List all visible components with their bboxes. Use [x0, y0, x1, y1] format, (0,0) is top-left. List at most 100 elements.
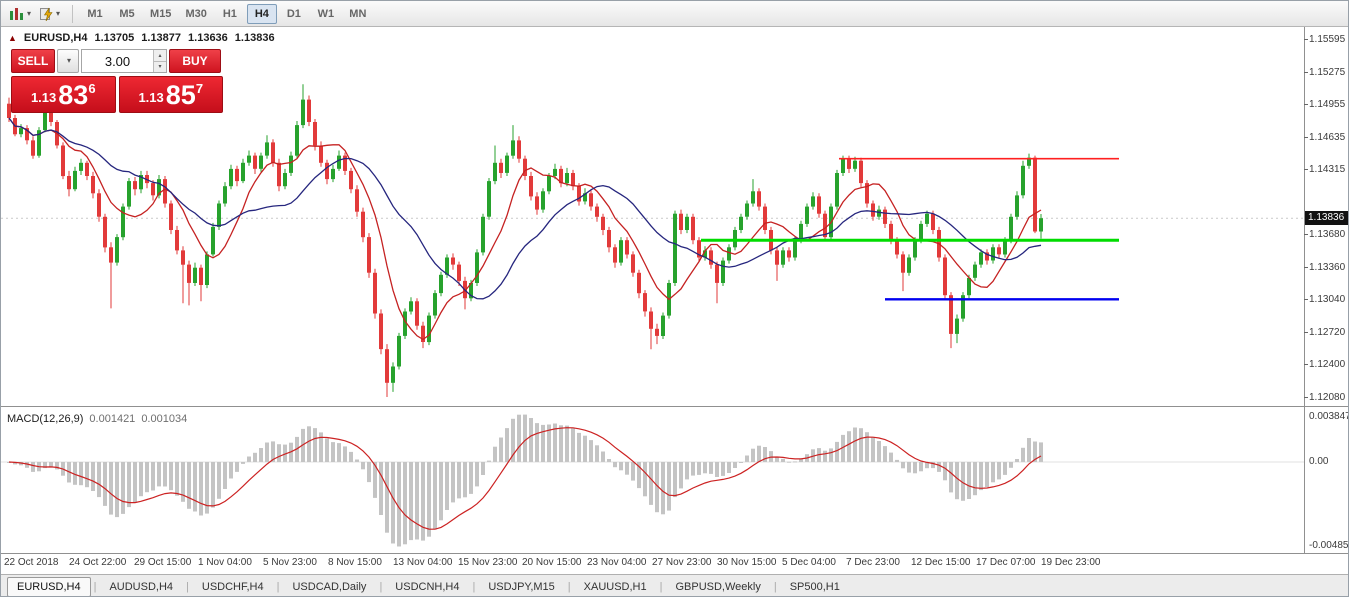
buy-price-pipette: 7: [196, 81, 203, 96]
macd-dates-divider: [1, 553, 1349, 554]
timeframe-button-m5[interactable]: M5: [112, 4, 142, 24]
date-label: 17 Dec 07:00: [976, 557, 1036, 568]
date-label: 27 Nov 23:00: [652, 557, 712, 568]
date-label: 5 Dec 04:00: [782, 557, 836, 568]
price-scale-label: 1.14635: [1309, 132, 1345, 143]
tab-separator: |: [568, 581, 571, 593]
chart-tab-bar: EURUSD,H4|AUDUSD,H4|USDCHF,H4|USDCAD,Dai…: [1, 574, 1349, 597]
timeframe-button-h1[interactable]: H1: [215, 4, 245, 24]
macd-histogram: [7, 415, 1043, 547]
caret-down-icon: ▾: [27, 10, 31, 18]
date-label: 30 Nov 15:00: [717, 557, 777, 568]
timeframe-button-w1[interactable]: W1: [311, 4, 341, 24]
scale-tick: [1304, 364, 1308, 365]
tab-gbpusd-weekly[interactable]: GBPUSD,Weekly: [665, 577, 770, 597]
tab-sp500-h1[interactable]: SP500,H1: [780, 577, 850, 597]
tab-eurusd-h4[interactable]: EURUSD,H4: [7, 577, 91, 597]
price-scale-label: 1.15595: [1309, 34, 1345, 45]
templates-button[interactable]: ▾: [37, 4, 63, 24]
mt4-window: ▾ ▾ M1M5M15M30H1H4D1W1MN ▲ EURUSD,H4 1.1…: [0, 0, 1349, 597]
caret-down-icon: ▾: [67, 57, 71, 65]
sell-price-display[interactable]: 1.13 83 6: [11, 76, 116, 113]
macd-scale-max: 0.003847: [1309, 411, 1349, 422]
scale-tick: [1304, 234, 1308, 235]
price-macd-divider[interactable]: [1, 406, 1349, 407]
moving-averages-layer: [9, 118, 1041, 339]
macd-name: MACD(12,26,9): [7, 413, 83, 425]
tab-usdchf-h4[interactable]: USDCHF,H4: [192, 577, 274, 597]
buy-price-display[interactable]: 1.13 85 7: [119, 76, 224, 113]
tab-xauusd-h1[interactable]: XAUUSD,H1: [574, 577, 657, 597]
chart-bars-icon: [9, 7, 25, 21]
timeframe-button-h4[interactable]: H4: [247, 4, 277, 24]
sell-price-prefix: 1.13: [31, 90, 56, 105]
date-label: 7 Dec 23:00: [846, 557, 900, 568]
scale-tick: [1304, 72, 1308, 73]
ma-slow-line: [9, 118, 1041, 299]
order-type-dropdown[interactable]: ▾: [57, 49, 79, 73]
info-close: 1.13836: [235, 32, 275, 44]
sell-button[interactable]: SELL: [11, 49, 55, 73]
scale-tick: [1304, 299, 1308, 300]
price-scale-label: 1.13040: [1309, 294, 1345, 305]
tab-separator: |: [774, 581, 777, 593]
chart-area: ▲ EURUSD,H4 1.13705 1.13877 1.13636 1.13…: [1, 27, 1349, 574]
tab-usdjpy-m15[interactable]: USDJPY,M15: [478, 577, 564, 597]
chart-type-button[interactable]: ▾: [6, 4, 34, 24]
tab-usdcad-daily[interactable]: USDCAD,Daily: [282, 577, 376, 597]
caret-down-icon: ▾: [56, 10, 60, 18]
volume-field: ▴ ▾: [81, 49, 167, 73]
info-symbol: EURUSD,H4: [24, 32, 88, 44]
price-scale-label: 1.14955: [1309, 99, 1345, 110]
macd-indicator-svg[interactable]: [1, 408, 1304, 553]
volume-spinner: ▴ ▾: [153, 50, 166, 72]
lightning-icon: [40, 7, 54, 21]
tab-audusd-h4[interactable]: AUDUSD,H4: [99, 577, 183, 597]
buy-price-prefix: 1.13: [138, 90, 163, 105]
tab-separator: |: [660, 581, 663, 593]
info-high: 1.13877: [141, 32, 181, 44]
date-label: 29 Oct 15:00: [134, 557, 191, 568]
date-label: 1 Nov 04:00: [198, 557, 252, 568]
buy-button[interactable]: BUY: [169, 49, 221, 73]
date-label: 19 Dec 23:00: [1041, 557, 1101, 568]
timeframe-button-m15[interactable]: M15: [144, 4, 177, 24]
tab-separator: |: [186, 581, 189, 593]
scale-tick: [1304, 397, 1308, 398]
date-label: 20 Nov 15:00: [522, 557, 582, 568]
up-arrow-icon: ▲: [8, 33, 17, 43]
timeframe-button-d1[interactable]: D1: [279, 4, 309, 24]
price-scale-axis[interactable]: [1304, 27, 1305, 553]
date-label: 5 Nov 23:00: [263, 557, 317, 568]
info-low: 1.13636: [188, 32, 228, 44]
timeframe-button-m30[interactable]: M30: [179, 4, 212, 24]
scale-tick: [1304, 39, 1308, 40]
price-scale-label: 1.15275: [1309, 67, 1345, 78]
bid-price-badge: 1.13836: [1305, 211, 1349, 225]
date-label: 23 Nov 04:00: [587, 557, 647, 568]
scale-tick: [1304, 104, 1308, 105]
date-label: 12 Dec 15:00: [911, 557, 971, 568]
scale-tick: [1304, 332, 1308, 333]
macd-scale-zero: 0.00: [1309, 456, 1328, 467]
timeframe-toolbar: M1M5M15M30H1H4D1W1MN: [79, 4, 374, 24]
price-scale-label: 1.13680: [1309, 229, 1345, 240]
price-scale-label: 1.12400: [1309, 359, 1345, 370]
volume-decrease-button[interactable]: ▾: [153, 62, 166, 73]
date-label: 15 Nov 23:00: [458, 557, 518, 568]
date-label: 13 Nov 04:00: [393, 557, 453, 568]
volume-increase-button[interactable]: ▴: [153, 50, 166, 62]
tab-separator: |: [472, 581, 475, 593]
tab-separator: |: [379, 581, 382, 593]
price-scale-label: 1.14315: [1309, 164, 1345, 175]
price-scale-label: 1.12080: [1309, 392, 1345, 403]
info-open: 1.13705: [95, 32, 135, 44]
tab-usdcnh-h4[interactable]: USDCNH,H4: [385, 577, 469, 597]
date-label: 24 Oct 22:00: [69, 557, 126, 568]
tab-separator: |: [94, 581, 97, 593]
timeframe-button-mn[interactable]: MN: [343, 4, 373, 24]
macd-scale-min: -0.004856: [1309, 540, 1349, 551]
ma-fast-line: [9, 118, 1041, 339]
sell-price-pipette: 6: [88, 81, 95, 96]
timeframe-button-m1[interactable]: M1: [80, 4, 110, 24]
